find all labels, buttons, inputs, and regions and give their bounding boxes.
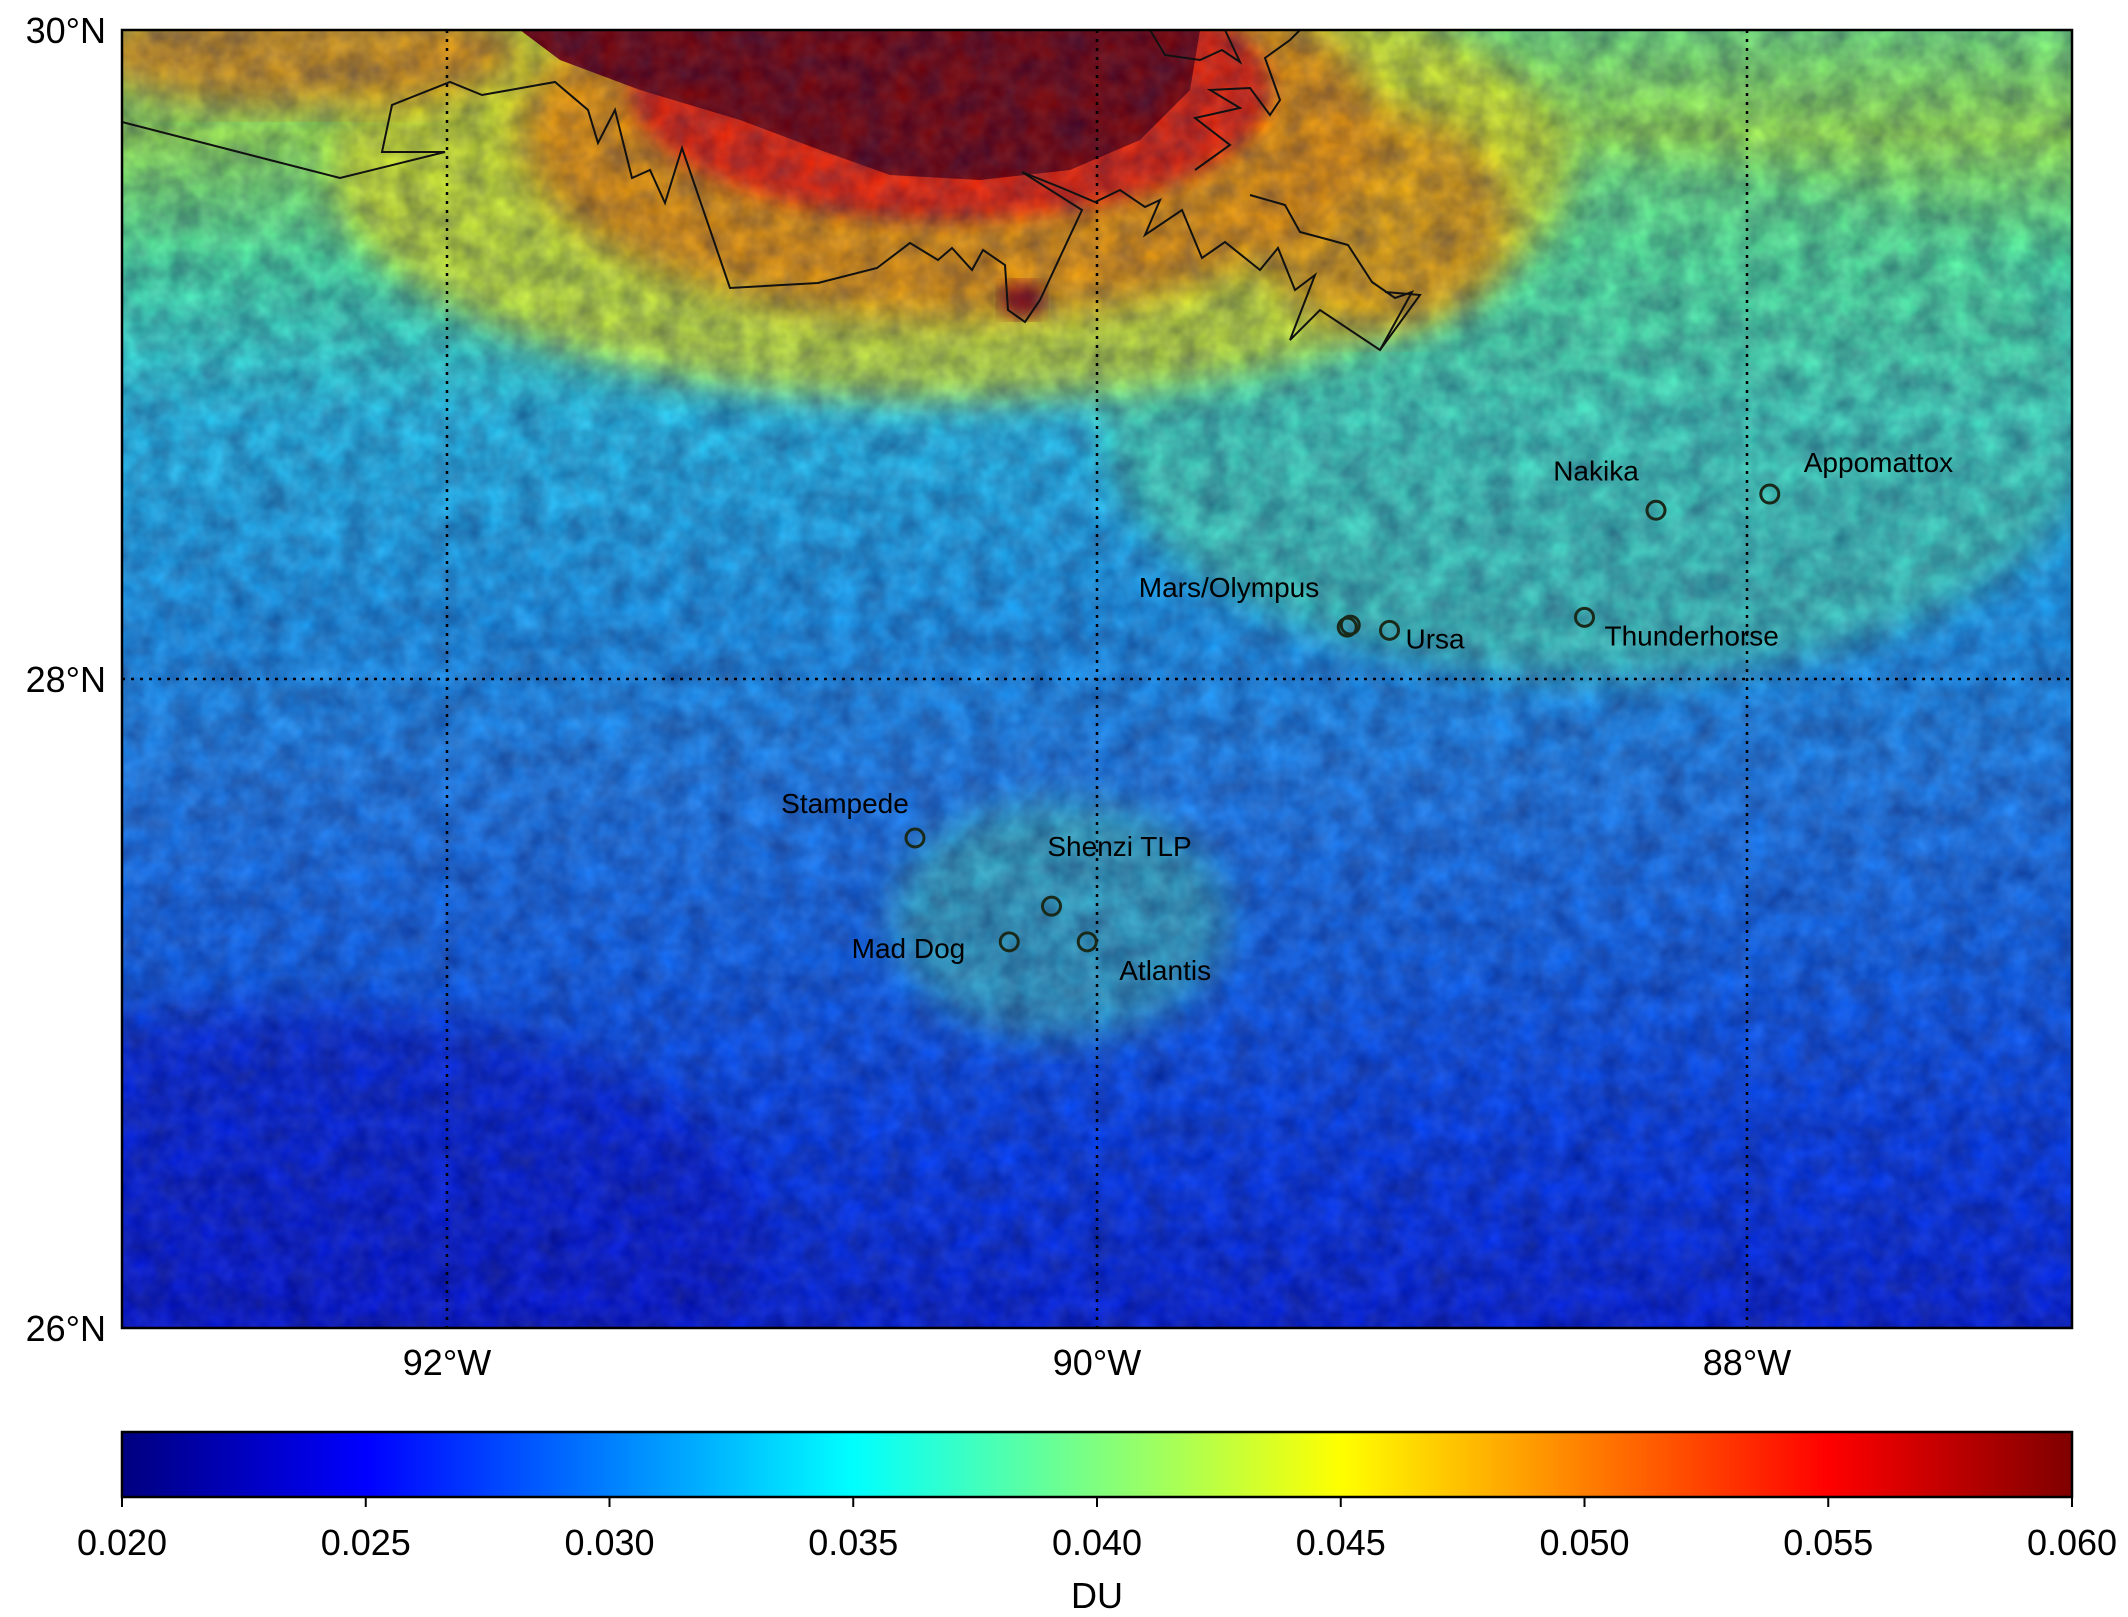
coastline-delta: [1249, 194, 1415, 351]
site-label-mars-olympus: Mars/Olympus: [1139, 572, 1319, 603]
colorbar-tick-label: 0.030: [564, 1522, 654, 1563]
site-label-stampede: Stampede: [781, 788, 909, 819]
colorbar-tick-label: 0.055: [1783, 1522, 1873, 1563]
site-marker-nakika: [1645, 499, 1667, 521]
lon-tick-90: 90°W: [1053, 1342, 1141, 1383]
site-label-thunderhorse: Thunderhorse: [1605, 620, 1779, 651]
colorbar-tick-label: 0.020: [77, 1522, 167, 1563]
lon-tick-88: 88°W: [1703, 1342, 1791, 1383]
colorbar-tick-label: 0.060: [2027, 1522, 2117, 1563]
coastline-mouth: [1192, 30, 1301, 171]
colorbar-tick-label: 0.025: [321, 1522, 411, 1563]
lat-tick-30: 30°N: [26, 10, 106, 51]
colorbar-tick-label: 0.035: [808, 1522, 898, 1563]
site-marker-mad-dog: [998, 931, 1020, 953]
site-marker-atlantis: [1076, 931, 1098, 953]
coastline: [122, 80, 1422, 352]
site-marker-stampede: [904, 827, 926, 849]
lon-tick-92: 92°W: [403, 1342, 491, 1383]
site-marker-appomattox: [1759, 483, 1781, 505]
colorbar-tick-label: 0.045: [1296, 1522, 1386, 1563]
lat-tick-26: 26°N: [26, 1308, 106, 1349]
site-label-ursa: Ursa: [1406, 623, 1466, 654]
site-label-shenzi-tlp: Shenzi TLP: [1047, 831, 1191, 862]
colorbar-ticks: 0.020 0.025 0.030 0.035 0.040 0.045 0.050 0.055…: [77, 1497, 2117, 1563]
site-label-mad-dog: Mad Dog: [852, 933, 966, 964]
lat-tick-28: 28°N: [26, 659, 106, 700]
colorbar: 0.020 0.025 0.030 0.035 0.040 0.045 0.050 0.055…: [77, 1430, 2117, 1616]
site-marker-thunderhorse: [1574, 606, 1595, 628]
colorbar-bar: [120, 1430, 2074, 1499]
site-label-nakika: Nakika: [1553, 455, 1639, 486]
colorbar-label: DU: [1071, 1575, 1123, 1616]
site-marker-shenzi-tlp: [1041, 895, 1062, 917]
site-marker-ursa: [1379, 619, 1400, 641]
graticule: [122, 30, 2072, 1328]
sites-layer: Appomattox Nakika Mars/Olympus Ursa Thunderh…: [781, 447, 1953, 986]
map-panel: Appomattox Nakika Mars/Olympus Ursa Thunderh…: [122, 30, 2072, 1328]
site-label-appomattox: Appomattox: [1804, 447, 1953, 478]
site-marker-mars-olympus-second: [1339, 614, 1361, 636]
coastline-east: [1149, 30, 1243, 65]
colorbar-tick-label: 0.050: [1539, 1522, 1629, 1563]
map-frame: [120, 28, 2074, 1330]
site-label-atlantis: Atlantis: [1119, 955, 1211, 986]
colorbar-tick-label: 0.040: [1052, 1522, 1142, 1563]
